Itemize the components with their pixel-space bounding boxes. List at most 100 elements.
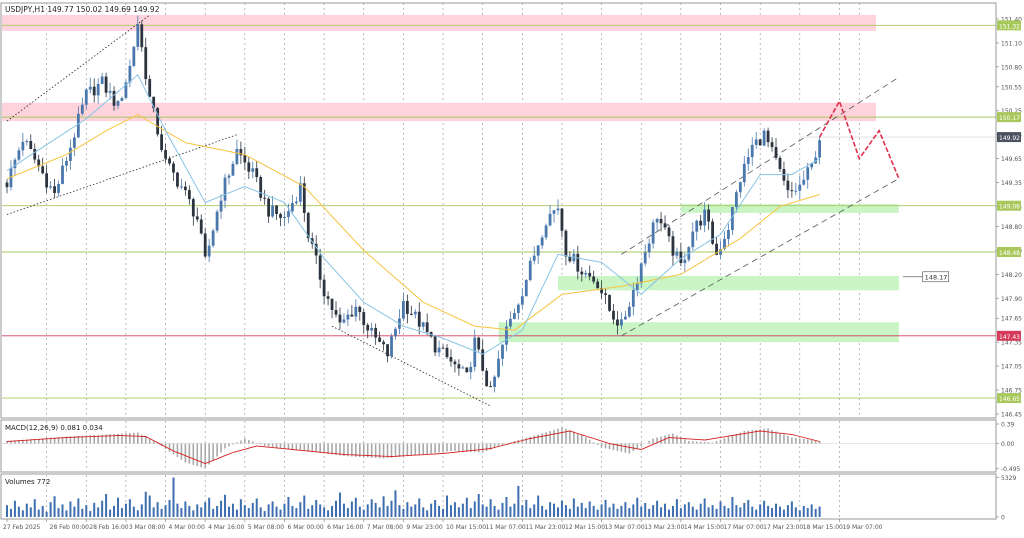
- candle-body: [421, 322, 425, 327]
- candle-body: [13, 159, 17, 169]
- candle-body: [520, 296, 524, 305]
- candle-body: [580, 271, 584, 275]
- x-tick-label: 17 Mar 23:00: [763, 524, 803, 531]
- candle-body: [620, 319, 623, 326]
- candle-body: [600, 288, 603, 294]
- y-tick-label: 149.65: [1001, 156, 1022, 163]
- candle-body: [778, 157, 782, 170]
- support-zone: [498, 322, 899, 343]
- candle-body: [207, 245, 211, 257]
- candle-body: [41, 166, 45, 174]
- candle-body: [516, 304, 520, 314]
- trend-channels-layer[interactable]: [6, 14, 900, 407]
- x-tick-label: 17 Mar 07:00: [724, 524, 764, 531]
- candle-body: [65, 160, 68, 166]
- trend-line[interactable]: [621, 178, 900, 337]
- candle-body: [211, 230, 215, 246]
- macd-histogram: [6, 427, 821, 469]
- price-level-label: 147.43: [999, 334, 1020, 341]
- time-axis[interactable]: 27 Feb 2025 28 Feb 00:00 28 Feb 16:00 3 Mar…: [3, 519, 883, 531]
- candle-body: [69, 147, 72, 161]
- candle-body: [374, 327, 378, 338]
- candle-body: [461, 367, 465, 369]
- candle-body: [806, 167, 810, 180]
- x-tick-label: 6 Mar 00:00: [287, 524, 323, 531]
- candle-body: [425, 322, 429, 333]
- volume-pane[interactable]: Volumes 772: [0, 473, 997, 520]
- price-pane[interactable]: USDJPY,H1 149.77 150.02 149.69 149.92: [0, 2, 997, 419]
- candle-body: [774, 147, 778, 158]
- x-tick-label: 4 Mar 00:00: [169, 524, 205, 531]
- candle-body: [84, 89, 88, 105]
- current-price-label-box: [997, 132, 1021, 143]
- price-level-label: 148.48: [999, 250, 1020, 257]
- candle-body: [128, 65, 132, 83]
- candle-body: [346, 314, 350, 320]
- y-tick-label: 147.05: [1001, 364, 1022, 371]
- y-tick-label: 146.75: [1001, 388, 1022, 395]
- candle-body: [489, 386, 493, 388]
- candle-body: [505, 326, 508, 345]
- projection-layer[interactable]: [818, 99, 900, 179]
- candle-body: [72, 137, 76, 148]
- candle-body: [786, 180, 790, 191]
- candle-body: [283, 217, 286, 219]
- candle-body: [378, 337, 382, 342]
- price-pane-frame: [0, 2, 997, 419]
- candle-body: [655, 218, 659, 223]
- price-labels-layer: 151.32 150.17 149.06 148.48 147.43 146.65 149.…: [902, 20, 1021, 404]
- candle-body: [727, 230, 730, 239]
- candle-body: [287, 211, 290, 218]
- candle-body: [21, 141, 25, 151]
- price-projection[interactable]: [818, 99, 900, 179]
- candle-body: [80, 104, 84, 114]
- candle-body: [552, 210, 556, 214]
- candle-body: [326, 296, 330, 299]
- candle-body: [354, 306, 358, 317]
- x-tick-label: 28 Feb 00:00: [50, 524, 90, 531]
- y-tick-label: 151.40: [1001, 16, 1022, 23]
- candle-body: [683, 259, 687, 263]
- candle-body: [160, 134, 163, 151]
- candle-body: [754, 139, 758, 145]
- candle-body: [548, 213, 552, 226]
- candle-body: [501, 344, 504, 359]
- candle-body: [152, 96, 156, 109]
- y-tick-label: 151.10: [1001, 40, 1022, 47]
- macd-pane[interactable]: MACD(12,26,9) 0.081 0.034: [0, 419, 997, 473]
- candle-body: [88, 86, 92, 90]
- candle-body: [695, 220, 699, 232]
- candle-body: [306, 212, 310, 239]
- x-tick-label: 7 Mar 08:00: [367, 524, 403, 531]
- trend-line[interactable]: [6, 14, 150, 122]
- x-tick-label: 28 Feb 16:00: [89, 524, 129, 531]
- candle-body: [227, 175, 231, 178]
- candle-body: [17, 150, 21, 160]
- x-tick-label: 10 Mar 15:00: [446, 524, 486, 531]
- y-tick-label: 148.20: [1001, 272, 1022, 279]
- candle-body: [402, 301, 405, 319]
- volume-label: Volumes 772: [5, 478, 50, 486]
- price-level-label-box: [997, 20, 1021, 31]
- volume-pane-frame: [0, 473, 997, 520]
- x-tick-label: 27 Feb 2025: [3, 524, 41, 531]
- candle-body: [457, 364, 461, 369]
- trend-line[interactable]: [621, 76, 900, 255]
- candle-body: [53, 186, 56, 193]
- candle-body: [723, 238, 726, 250]
- y-tick-label: 148.80: [1001, 224, 1022, 231]
- candle-body: [818, 140, 822, 158]
- macd-y-tick-label: -0.495: [1001, 466, 1021, 473]
- candle-body: [631, 289, 635, 307]
- candle-body: [794, 190, 798, 192]
- candle-body: [810, 163, 814, 168]
- candle-body: [540, 237, 544, 246]
- x-tick-label: 14 Mar 15:00: [684, 524, 724, 531]
- price-level-label-box: [997, 112, 1021, 123]
- trend-line[interactable]: [331, 325, 491, 407]
- candle-body: [798, 184, 802, 191]
- candle-body: [386, 344, 389, 357]
- candle-body: [635, 283, 639, 290]
